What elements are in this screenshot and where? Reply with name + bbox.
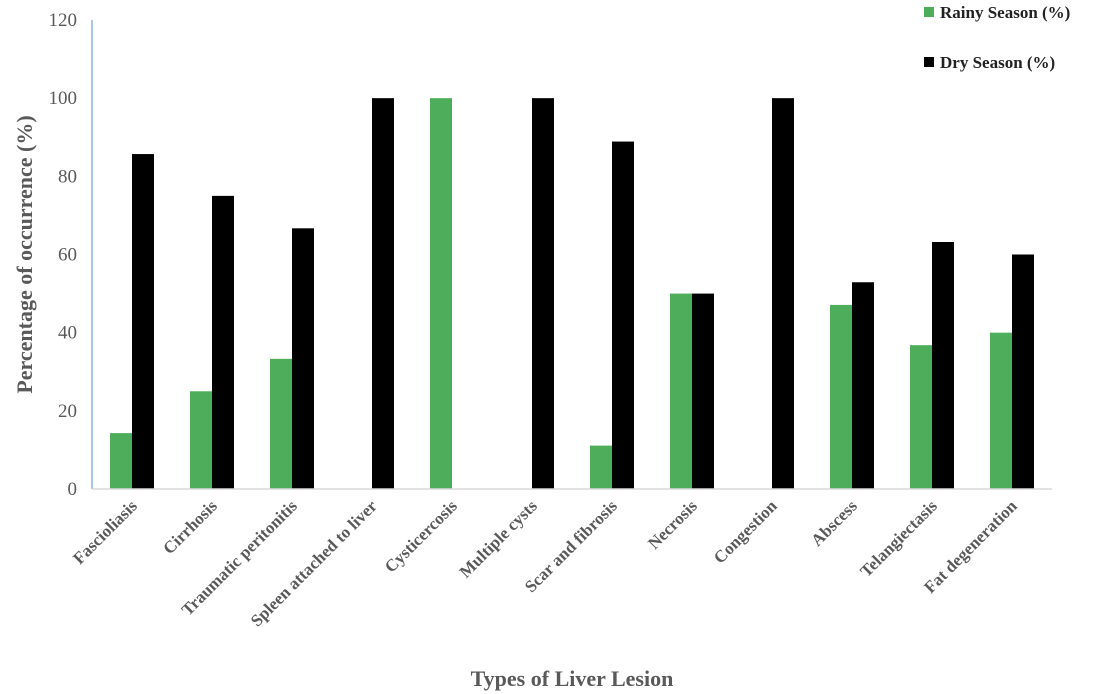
dry-season-bar — [132, 154, 154, 489]
dry-season-bar — [1012, 254, 1034, 489]
x-category-label: Abscess — [807, 496, 861, 550]
dry-season-bar — [932, 241, 954, 489]
y-tick-label: 120 — [49, 10, 78, 31]
y-tick-label: 60 — [58, 245, 77, 266]
rainy-season-bar — [590, 445, 612, 489]
x-category-label: Cirrhosis — [159, 496, 221, 558]
rainy-season-bar — [670, 293, 692, 489]
x-category-label: Congestion — [710, 496, 781, 567]
dry-season-bar — [852, 282, 874, 489]
x-category-label: Telangiectasis — [856, 496, 941, 581]
dry-season-bar — [772, 98, 794, 490]
x-category-label: Multiple cysts — [456, 496, 541, 581]
y-tick-label: 20 — [58, 401, 77, 422]
bars — [110, 98, 1034, 490]
legend-swatch-dry — [924, 57, 934, 67]
rainy-season-bar — [990, 332, 1012, 489]
rainy-season-bar — [110, 433, 132, 489]
legend-swatch-rainy — [924, 7, 934, 17]
y-axis-title: Percentage of occurrence (%) — [12, 115, 37, 393]
x-category-label: Fascioliasis — [69, 496, 141, 568]
x-category-label: Cysticercosis — [381, 496, 461, 576]
dry-season-bar — [292, 228, 314, 490]
dry-season-bar — [532, 98, 554, 490]
y-tick-label: 80 — [58, 166, 77, 187]
dry-season-bar — [372, 98, 394, 490]
y-tick-label: 0 — [68, 479, 78, 500]
dry-season-bar — [612, 141, 634, 489]
y-axis-ticks: 0 20 40 60 80 100 120 — [49, 10, 78, 500]
legend-label-dry: Dry Season (%) — [940, 53, 1055, 72]
legend-label-rainy: Rainy Season (%) — [940, 3, 1070, 22]
x-axis-title: Types of Liver Lesion — [471, 666, 674, 691]
rainy-season-bar — [430, 98, 452, 490]
rainy-season-bar — [190, 391, 212, 489]
rainy-season-bar — [910, 345, 932, 489]
rainy-season-bar — [270, 358, 292, 489]
y-tick-label: 40 — [58, 323, 77, 344]
rainy-season-bar — [830, 304, 852, 489]
legend: Rainy Season (%) Dry Season (%) — [924, 3, 1070, 72]
dry-season-bar — [212, 195, 234, 489]
y-tick-label: 100 — [49, 88, 78, 109]
x-category-label: Necrosis — [644, 496, 701, 553]
dry-season-bar — [692, 293, 714, 489]
